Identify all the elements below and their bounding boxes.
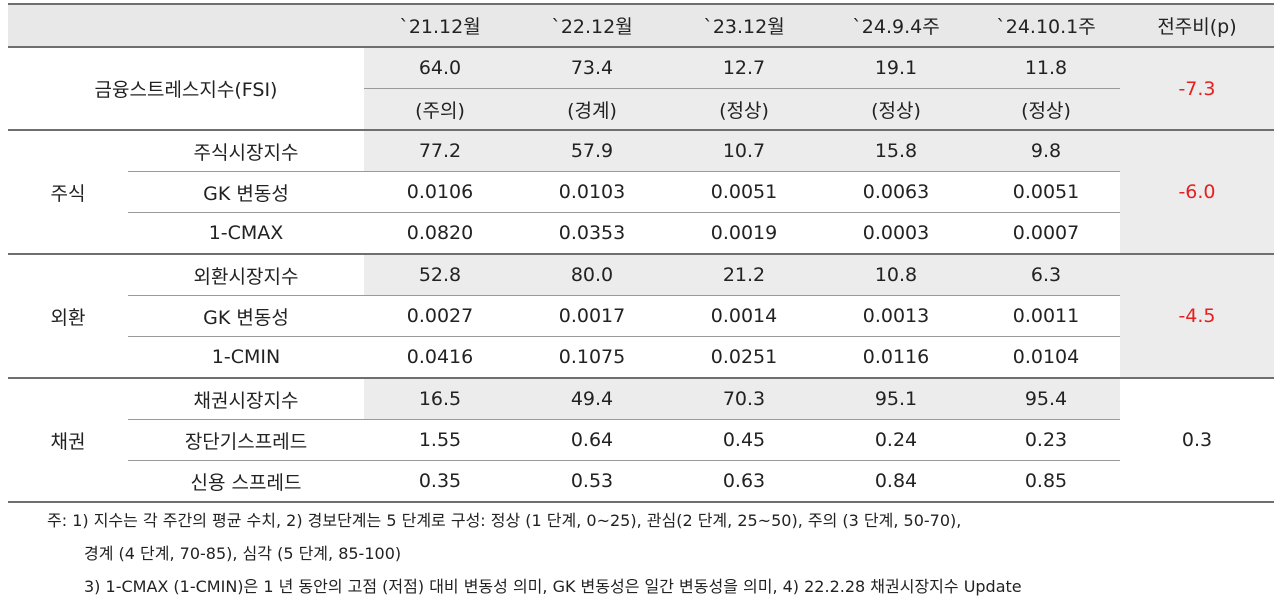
fsi-state: (정상)	[820, 88, 972, 130]
table-cell: 0.64	[516, 419, 668, 461]
fsi-value-row: 금융스트레스지수(FSI) 64.0 73.4 12.7 19.1 11.8 -…	[8, 47, 1274, 131]
bond-spread-row: 장단기스프레드 1.55 0.64 0.45 0.24 0.23	[8, 419, 1274, 461]
fx-cmin-row: 1-CMIN 0.0416 0.1075 0.0251 0.0116 0.010…	[8, 337, 1274, 378]
fsi-value: 64.0	[364, 47, 516, 89]
table-cell: 52.8	[364, 254, 516, 296]
fsi-state: (경계)	[516, 88, 668, 130]
fsi-value: 12.7	[668, 47, 820, 89]
table-cell: 0.0003	[862, 222, 930, 244]
table-cell: 0.0106	[364, 171, 516, 213]
table-cell: 57.9	[516, 130, 668, 172]
table-cell: 21.2	[668, 254, 820, 296]
table-cell: 0.63	[722, 470, 766, 492]
table-cell: 9.8	[972, 130, 1120, 172]
row-label: 1-CMAX	[208, 222, 284, 244]
stock-gk-row: GK 변동성 0.0106 0.0103 0.0051 0.0063 0.005…	[8, 171, 1274, 213]
table-cell: 0.0104	[1012, 346, 1080, 368]
table-cell: 49.4	[516, 378, 668, 420]
table-cell: 0.0116	[862, 346, 930, 368]
bond-index-row: 채권 채권시장지수 16.5 49.4 70.3 95.1 95.4 0.3	[8, 378, 1274, 503]
table-cell: 77.2	[364, 130, 516, 172]
fsi-state: (주의)	[364, 88, 516, 130]
row-label: 장단기스프레드	[128, 419, 364, 461]
table-cell: 10.8	[820, 254, 972, 296]
table-cell: 0.0014	[668, 295, 820, 337]
table-cell: 0.53	[570, 470, 614, 492]
table-cell: 0.1075	[558, 346, 626, 368]
table-cell: 0.24	[820, 419, 972, 461]
bond-credit-row: 신용 스프레드 0.35 0.53 0.63 0.84 0.85	[8, 461, 1274, 502]
row-label: GK 변동성	[128, 295, 364, 337]
row-label: 주식시장지수	[128, 130, 364, 172]
row-label: 1-CMIN	[211, 346, 281, 368]
table-cell: 0.0251	[710, 346, 778, 368]
table-cell: 0.84	[874, 470, 918, 492]
fx-change: -4.5	[1120, 254, 1274, 379]
fsi-state-row: (주의) (경계) (정상) (정상) (정상)	[8, 88, 1274, 130]
table-cell: 95.4	[972, 378, 1120, 420]
table-cell: 15.8	[820, 130, 972, 172]
table-cell: 80.0	[516, 254, 668, 296]
table-cell: 0.0416	[406, 346, 474, 368]
table-cell: 16.5	[364, 378, 516, 420]
fx-index-row: 외환 외환시장지수 52.8 80.0 21.2 10.8 6.3 -4.5	[8, 254, 1274, 379]
table-cell: 0.0017	[516, 295, 668, 337]
table-cell: 0.0051	[668, 171, 820, 213]
row-label: GK 변동성	[128, 171, 364, 213]
table-cell: 0.45	[668, 419, 820, 461]
table-cell: 0.0011	[972, 295, 1120, 337]
table-cell: 0.0051	[972, 171, 1120, 213]
fsi-change: -7.3	[1120, 47, 1274, 131]
footnote-line: 주: 1) 지수는 각 주간의 평균 수치, 2) 경보단계는 5 단계로 구성…	[47, 511, 962, 530]
header-col-2312: `23.12월	[668, 4, 820, 47]
header-col-2112: `21.12월	[364, 4, 516, 47]
header-col-2410-1: `24.10.1주	[972, 4, 1120, 47]
fsi-label: 금융스트레스지수(FSI)	[8, 47, 364, 131]
table-cell: 70.3	[668, 378, 820, 420]
table-cell: 0.0013	[820, 295, 972, 337]
table-cell: 0.0019	[710, 222, 778, 244]
fsi-state: (정상)	[972, 88, 1120, 130]
table-cell: 0.0027	[364, 295, 516, 337]
footnote-line: 경계 (4 단계, 70-85), 심각 (5 단계, 85-100)	[84, 544, 402, 563]
footnote-line: 3) 1-CMAX (1-CMIN)은 1 년 동안의 고점 (저점) 대비 변…	[84, 577, 1022, 596]
row-label: 신용 스프레드	[190, 471, 302, 494]
table-cell: 0.0103	[516, 171, 668, 213]
table-cell: 6.3	[972, 254, 1120, 296]
table-cell: 95.1	[820, 378, 972, 420]
table-cell: 1.55	[364, 419, 516, 461]
fsi-value: 11.8	[972, 47, 1120, 89]
table-cell: 10.7	[668, 130, 820, 172]
fx-gk-row: GK 변동성 0.0027 0.0017 0.0014 0.0013 0.001…	[8, 295, 1274, 337]
stock-cmax-row: 1-CMAX 0.0820 0.0353 0.0019 0.0003 0.000…	[8, 213, 1274, 254]
bond-change: 0.3	[1120, 378, 1274, 503]
header-col-2409-4: `24.9.4주	[820, 4, 972, 47]
header-row: `21.12월 `22.12월 `23.12월 `24.9.4주 `24.10.…	[8, 4, 1274, 47]
table-cell: 0.0353	[558, 222, 626, 244]
table-cell: 0.0820	[406, 222, 474, 244]
fsi-value: 19.1	[820, 47, 972, 89]
table-cell: 0.35	[418, 470, 462, 492]
table-cell: 0.23	[972, 419, 1120, 461]
stock-change: -6.0	[1120, 130, 1274, 255]
fsi-table: `21.12월 `22.12월 `23.12월 `24.9.4주 `24.10.…	[8, 3, 1274, 503]
group-label-stock: 주식	[8, 130, 128, 255]
table-cell: 0.0063	[820, 171, 972, 213]
table-footnotes: 주: 1) 지수는 각 주간의 평균 수치, 2) 경보단계는 5 단계로 구성…	[47, 504, 1267, 603]
table-cell: 0.85	[1024, 470, 1068, 492]
row-label: 외환시장지수	[128, 254, 364, 296]
row-label: 채권시장지수	[128, 378, 364, 420]
group-label-fx: 외환	[8, 254, 128, 379]
fsi-state: (정상)	[668, 88, 820, 130]
stock-index-row: 주식 주식시장지수 77.2 57.9 10.7 15.8 9.8 -6.0	[8, 130, 1274, 255]
header-col-2212: `22.12월	[516, 4, 668, 47]
fsi-value: 73.4	[516, 47, 668, 89]
header-corner	[8, 4, 364, 47]
table-cell: 0.0007	[1012, 222, 1080, 244]
header-col-change: 전주비(p)	[1120, 4, 1274, 47]
group-label-bond: 채권	[8, 378, 128, 503]
